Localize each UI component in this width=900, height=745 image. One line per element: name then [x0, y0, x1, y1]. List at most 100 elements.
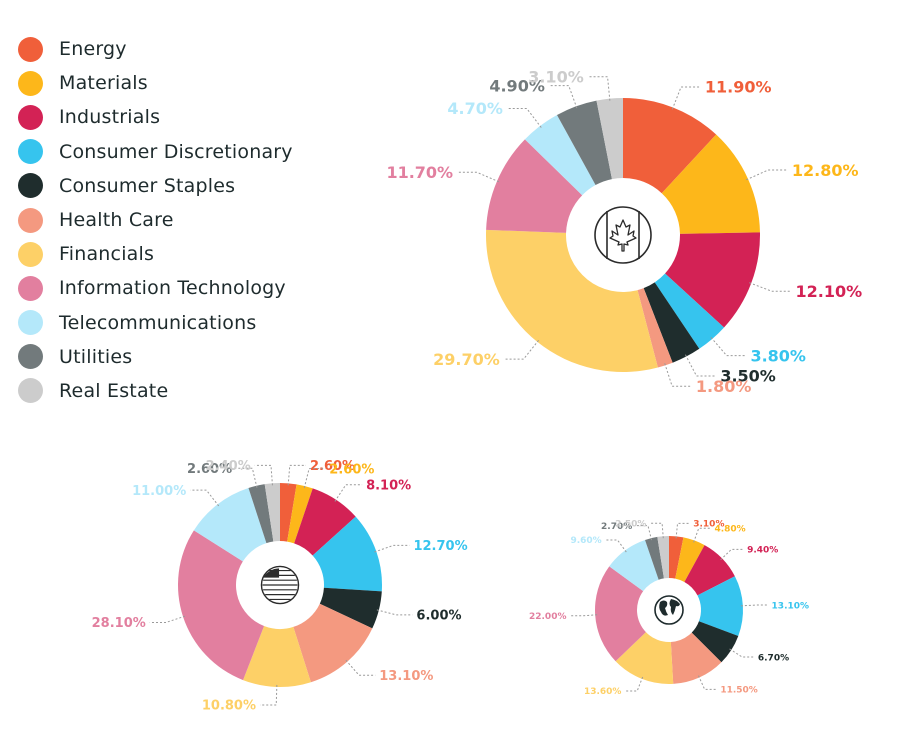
slice-information-technology [178, 530, 265, 681]
leader-line [587, 76, 611, 101]
data-label: 1.80% [696, 377, 752, 396]
slice-industrials [665, 232, 760, 328]
legend-label: Consumer Discretionary [59, 140, 293, 163]
leader-line [374, 544, 410, 553]
leader-line [605, 539, 627, 553]
legend-item: Utilities [18, 340, 318, 374]
slice-energy [669, 536, 684, 579]
slice-consumer-discretionary [697, 576, 743, 636]
slice-materials [675, 537, 705, 582]
slice-utilities [248, 484, 274, 544]
legend-item: Telecommunications [18, 306, 318, 340]
slice-real-estate [596, 98, 623, 180]
slice-energy [280, 483, 297, 542]
leader-line [636, 525, 653, 541]
legend-item: Energy [18, 32, 318, 66]
leader-line [548, 85, 578, 109]
leader-line [693, 527, 711, 543]
data-label: 2.60% [187, 462, 232, 477]
legend-label: Real Estate [59, 379, 169, 402]
leader-line [254, 464, 273, 486]
legend-label: Utilities [59, 345, 133, 368]
slice-consumer-staples [643, 282, 700, 363]
slice-financials [615, 632, 674, 684]
legend-swatch [18, 36, 43, 62]
leader-line [260, 684, 278, 706]
data-label: 3.50% [720, 367, 776, 386]
data-label: 28.10% [92, 616, 146, 631]
slice-real-estate [657, 536, 669, 579]
leader-line [303, 468, 326, 489]
slice-telecommunications [524, 114, 596, 196]
legend-item: Financials [18, 237, 318, 271]
legend-item: Materials [18, 66, 318, 100]
data-label: 12.80% [792, 161, 859, 180]
slice-information-technology [486, 139, 583, 233]
data-label: 11.00% [132, 484, 186, 499]
leader-line [746, 169, 788, 181]
data-label: 2.60% [310, 459, 355, 474]
data-label: 13.10% [379, 669, 433, 684]
data-label: 4.90% [489, 76, 545, 95]
slice-energy [623, 98, 717, 194]
slice-health-care [670, 632, 722, 684]
donut-chart-world: 3.10%4.80% 9.40% 13.10% 6.70% 11.50% 13.60% 22… [529, 520, 809, 698]
slice-industrials [294, 488, 356, 556]
data-label: 11.70% [386, 163, 453, 182]
slice-materials [287, 484, 313, 544]
legend-item: Industrials [18, 100, 318, 134]
data-label: 3.10% [528, 68, 584, 87]
leader-line [664, 363, 692, 387]
legend-item: Real Estate [18, 374, 318, 408]
legend-swatch [18, 104, 43, 130]
legend-swatch [18, 275, 43, 301]
canada-flag-icon [567, 179, 679, 291]
leader-line [236, 467, 258, 488]
data-label: 2.40% [206, 459, 251, 474]
legend-label: Energy [59, 38, 127, 61]
legend-swatch [18, 310, 43, 336]
legend-label: Telecommunications [59, 311, 257, 334]
slice-consumer-staples [319, 587, 382, 629]
leader-line [190, 489, 220, 507]
data-label: 2.60% [329, 462, 374, 477]
us-flag-icon [237, 542, 323, 628]
leader-line [570, 614, 598, 617]
legend-swatch [18, 241, 43, 267]
globe-icon [638, 579, 700, 641]
slice-industrials [684, 545, 735, 596]
slice-utilities [556, 100, 612, 186]
leader-line [457, 171, 500, 183]
leader-line [345, 659, 376, 676]
leader-line [671, 86, 701, 110]
slice-utilities [645, 536, 664, 580]
data-label: 6.00% [416, 609, 461, 624]
data-label: 4.70% [447, 99, 503, 118]
slice-financials [486, 229, 658, 372]
legend-label: Health Care [59, 209, 174, 232]
data-label: 22.00% [529, 612, 567, 622]
legend-swatch [18, 344, 43, 370]
legend-label: Materials [59, 72, 148, 95]
legend-item: Consumer Discretionary [18, 135, 318, 169]
data-label: 2.70% [601, 522, 632, 532]
legend-label: Consumer Staples [59, 174, 236, 197]
slice-telecommunications [609, 539, 659, 592]
leader-line [720, 548, 744, 561]
slice-telecommunications [193, 487, 267, 562]
data-label: 9.60% [570, 536, 601, 546]
leader-line [684, 354, 717, 377]
slice-real-estate [264, 483, 280, 542]
leader-line [506, 107, 542, 128]
data-label: 29.70% [433, 350, 500, 369]
data-label: 4.80% [714, 524, 745, 534]
legend-swatch [18, 70, 43, 96]
slice-materials [661, 134, 760, 234]
slice-consumer-staples [691, 621, 739, 663]
donut-chart-canada: 11.90% 12.80% 12.10% 3.80% 3.50%1.80% 29.70% 1… [386, 68, 862, 396]
data-label: 12.70% [413, 539, 467, 554]
leader-line [334, 484, 363, 502]
leader-line [749, 282, 792, 292]
legend-swatch [18, 139, 43, 165]
